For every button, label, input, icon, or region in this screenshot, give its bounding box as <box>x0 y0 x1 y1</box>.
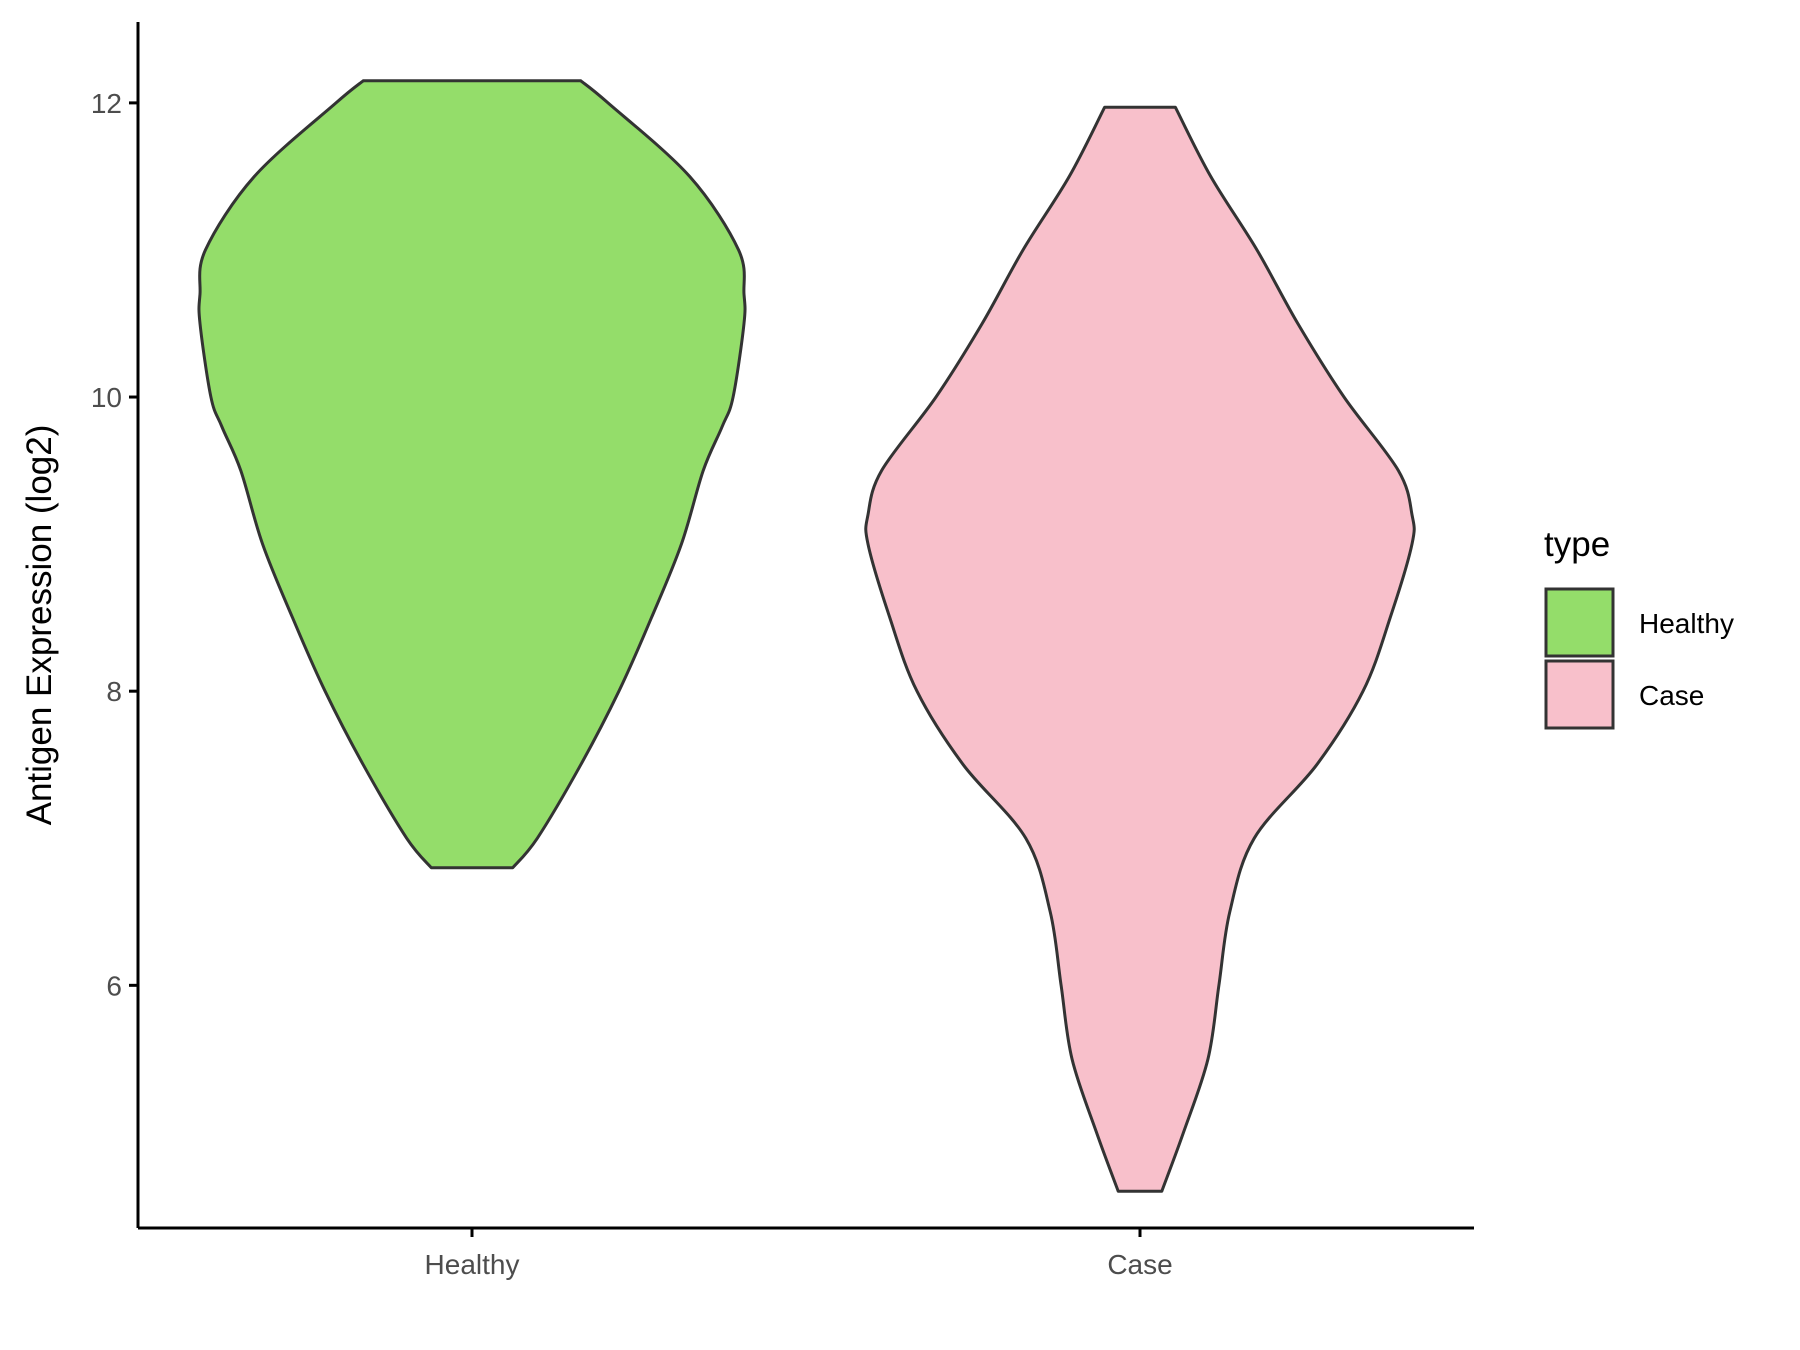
legend-title: type <box>1544 525 1610 564</box>
legend-key-case <box>1544 659 1615 730</box>
y-tick-label: 8 <box>106 676 122 707</box>
y-axis-ticks: 6 8 10 12 <box>91 88 138 1001</box>
violin-case <box>864 105 1416 1193</box>
legend-key-healthy <box>1544 587 1615 658</box>
legend-label-case: Case <box>1639 680 1704 711</box>
y-axis-title: Antigen Expression (log2) <box>20 425 59 826</box>
x-tick-label-case: Case <box>1107 1249 1172 1280</box>
x-tick-label-healthy: Healthy <box>425 1249 520 1280</box>
y-tick-label: 10 <box>91 382 122 413</box>
x-axis-ticks: Healthy Case <box>425 1228 1173 1280</box>
y-tick-label: 12 <box>91 88 122 119</box>
legend-label-healthy: Healthy <box>1639 608 1734 639</box>
legend: type Healthy Case <box>1544 525 1734 730</box>
violin-group <box>197 79 1416 1193</box>
y-tick-label: 6 <box>106 970 122 1001</box>
violin-healthy <box>197 79 747 870</box>
